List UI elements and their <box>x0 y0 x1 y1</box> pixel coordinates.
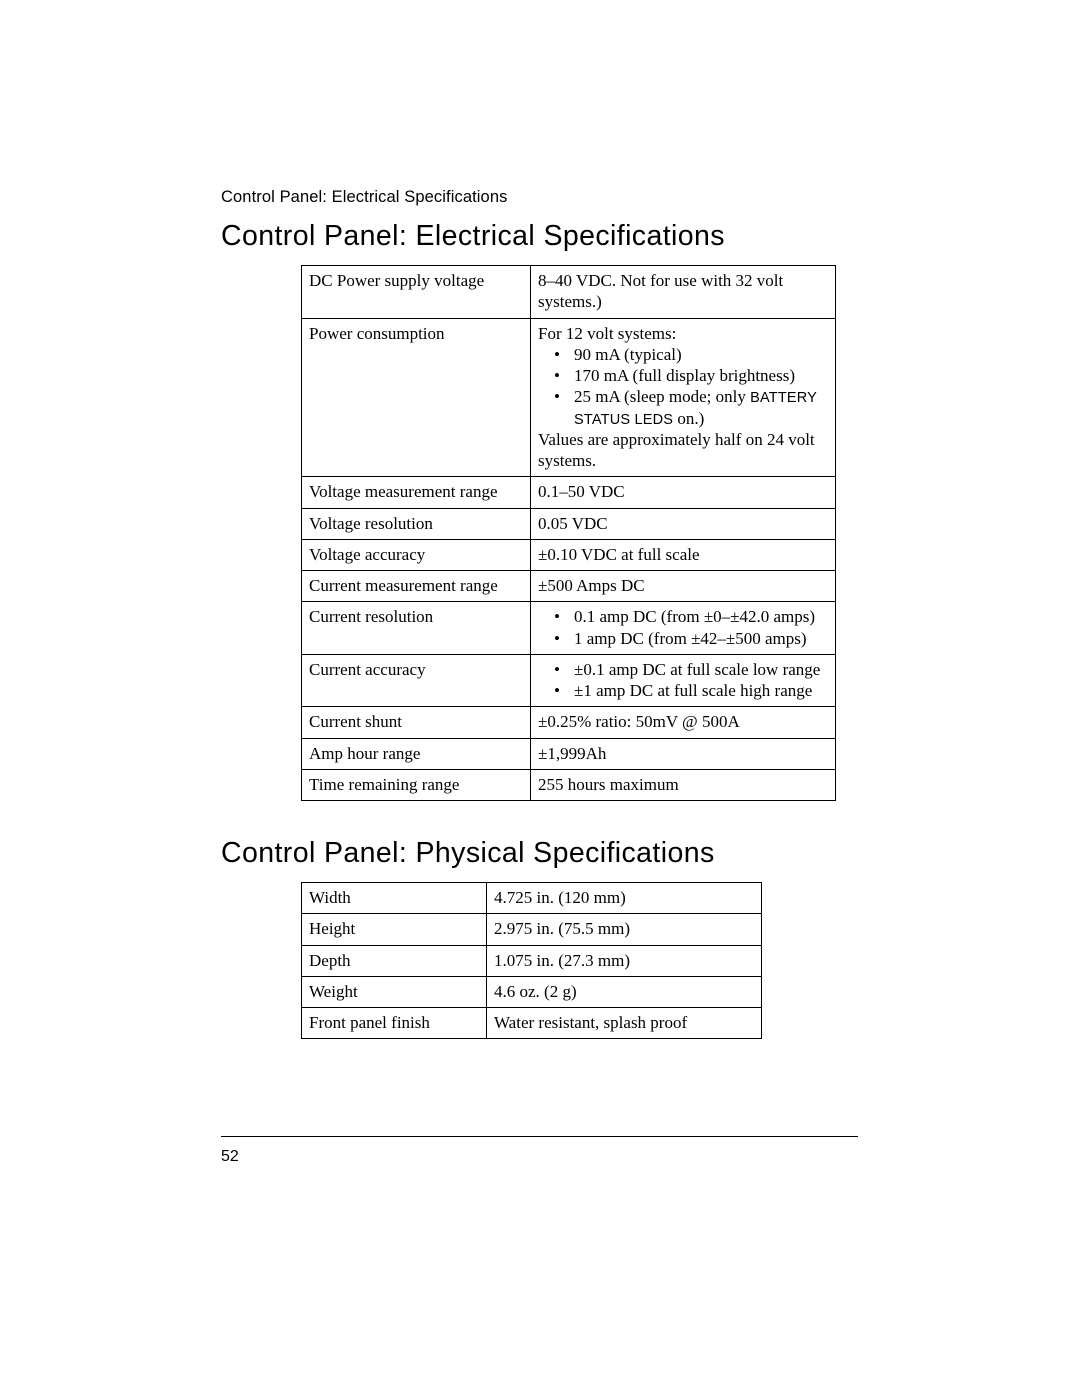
spec-label: Current accuracy <box>302 654 531 707</box>
physical-spec-body: Width4.725 in. (120 mm)Height2.975 in. (… <box>302 883 762 1039</box>
spec-value: Water resistant, splash proof <box>487 1008 762 1039</box>
list-item: ±1 amp DC at full scale high range <box>560 680 828 701</box>
table-row: Height2.975 in. (75.5 mm) <box>302 914 762 945</box>
table-row: Time remaining range255 hours maximum <box>302 769 836 800</box>
table-row: DC Power supply voltage8–40 VDC. Not for… <box>302 266 836 319</box>
spec-label: Power consumption <box>302 318 531 477</box>
spec-label: Voltage accuracy <box>302 539 531 570</box>
table-row: Amp hour range±1,999Ah <box>302 738 836 769</box>
running-header: Control Panel: Electrical Specifications <box>221 188 507 207</box>
spec-label: Current resolution <box>302 602 531 655</box>
list-item: 90 mA (typical) <box>560 344 828 365</box>
spec-value: ±0.1 amp DC at full scale low range±1 am… <box>531 654 836 707</box>
spec-label: Time remaining range <box>302 769 531 800</box>
table-row: Current resolution0.1 amp DC (from ±0–±4… <box>302 602 836 655</box>
list-item: 0.1 amp DC (from ±0–±42.0 amps) <box>560 606 828 627</box>
spec-label: Voltage measurement range <box>302 477 531 508</box>
table-row: Width4.725 in. (120 mm) <box>302 883 762 914</box>
table-row: Weight4.6 oz. (2 g) <box>302 976 762 1007</box>
list-item: 1 amp DC (from ±42–±500 amps) <box>560 628 828 649</box>
spec-value: ±0.25% ratio: 50mV @ 500A <box>531 707 836 738</box>
spec-label: DC Power supply voltage <box>302 266 531 319</box>
table-row: Current accuracy±0.1 amp DC at full scal… <box>302 654 836 707</box>
spec-value: ±1,999Ah <box>531 738 836 769</box>
spec-label: Width <box>302 883 487 914</box>
spec-label: Front panel finish <box>302 1008 487 1039</box>
spec-label: Amp hour range <box>302 738 531 769</box>
spec-label: Current measurement range <box>302 571 531 602</box>
spec-value: 0.1 amp DC (from ±0–±42.0 amps)1 amp DC … <box>531 602 836 655</box>
content-area: Control Panel: Electrical Specifications… <box>221 214 861 1039</box>
physical-spec-table: Width4.725 in. (120 mm)Height2.975 in. (… <box>301 882 762 1039</box>
spec-value: 8–40 VDC. Not for use with 32 volt syste… <box>531 266 836 319</box>
spec-label: Depth <box>302 945 487 976</box>
spec-value: 255 hours maximum <box>531 769 836 800</box>
section-title-electrical: Control Panel: Electrical Specifications <box>221 220 861 253</box>
spec-value: 2.975 in. (75.5 mm) <box>487 914 762 945</box>
spec-label: Voltage resolution <box>302 508 531 539</box>
spec-value: 4.725 in. (120 mm) <box>487 883 762 914</box>
spec-value: 0.05 VDC <box>531 508 836 539</box>
table-row: Power consumptionFor 12 volt systems:90 … <box>302 318 836 477</box>
spec-value: 0.1–50 VDC <box>531 477 836 508</box>
page: Control Panel: Electrical Specifications… <box>0 0 1080 1397</box>
table-row: Voltage resolution0.05 VDC <box>302 508 836 539</box>
spec-value: For 12 volt systems:90 mA (typical)170 m… <box>531 318 836 477</box>
list-item: ±0.1 amp DC at full scale low range <box>560 659 828 680</box>
table-row: Front panel finishWater resistant, splas… <box>302 1008 762 1039</box>
spec-value: 4.6 oz. (2 g) <box>487 976 762 1007</box>
electrical-spec-body: DC Power supply voltage8–40 VDC. Not for… <box>302 266 836 801</box>
spec-value: ±500 Amps DC <box>531 571 836 602</box>
spec-label: Height <box>302 914 487 945</box>
footer-rule <box>221 1136 858 1137</box>
table-row: Voltage measurement range0.1–50 VDC <box>302 477 836 508</box>
electrical-spec-table: DC Power supply voltage8–40 VDC. Not for… <box>301 265 836 801</box>
table-row: Current measurement range±500 Amps DC <box>302 571 836 602</box>
table-row: Current shunt±0.25% ratio: 50mV @ 500A <box>302 707 836 738</box>
list-item: 25 mA (sleep mode; only BATTERY STATUS L… <box>560 386 828 429</box>
spec-value: ±0.10 VDC at full scale <box>531 539 836 570</box>
table-row: Depth1.075 in. (27.3 mm) <box>302 945 762 976</box>
list-item: 170 mA (full display brightness) <box>560 365 828 386</box>
spec-value: 1.075 in. (27.3 mm) <box>487 945 762 976</box>
table-row: Voltage accuracy±0.10 VDC at full scale <box>302 539 836 570</box>
spec-label: Current shunt <box>302 707 531 738</box>
spec-label: Weight <box>302 976 487 1007</box>
section-title-physical: Control Panel: Physical Specifications <box>221 837 861 870</box>
page-number: 52 <box>221 1148 239 1166</box>
